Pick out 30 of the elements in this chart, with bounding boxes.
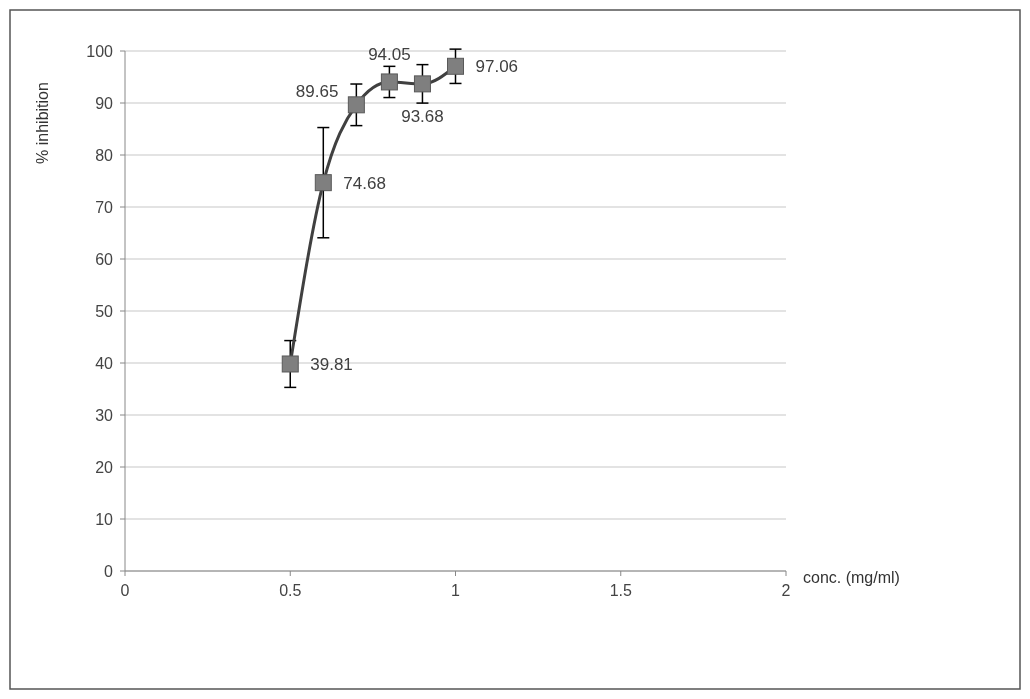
y-tick-label: 70 (95, 198, 114, 216)
y-tick-label: 90 (95, 94, 114, 112)
x-tick-label: 2 (781, 582, 791, 599)
x-axis-title: conc. (mg/ml) (803, 568, 900, 586)
y-axis-title: % inhibition (34, 82, 51, 164)
point (314, 174, 332, 192)
data-label: 94.05 (368, 44, 411, 64)
point (380, 73, 398, 91)
data-label: 89.65 (295, 81, 339, 101)
y-tick-label: 40 (95, 354, 114, 372)
data-label: 93.68 (401, 106, 444, 126)
point (447, 57, 464, 75)
y-tick-label: 50 (95, 302, 114, 320)
data-label: 97.06 (475, 57, 519, 77)
y-tick-label: 20 (95, 458, 114, 476)
point (281, 355, 299, 373)
x-tick-label: 0.5 (279, 582, 302, 599)
y-tick-label: 30 (95, 406, 114, 424)
point (347, 96, 365, 114)
point (413, 75, 431, 93)
y-tick-label: 100 (86, 42, 114, 60)
x-tick-label: 1 (451, 582, 461, 599)
y-tick-label: 0 (104, 562, 114, 580)
y-tick-label: 80 (95, 146, 114, 164)
x-tick-label: 0 (120, 582, 130, 599)
x-tick-label: 1.5 (609, 582, 632, 599)
data-label: 74.68 (343, 173, 386, 193)
data-label: 39.81 (310, 354, 353, 374)
y-tick-label: 60 (95, 250, 114, 268)
y-tick-label: 10 (95, 510, 114, 528)
